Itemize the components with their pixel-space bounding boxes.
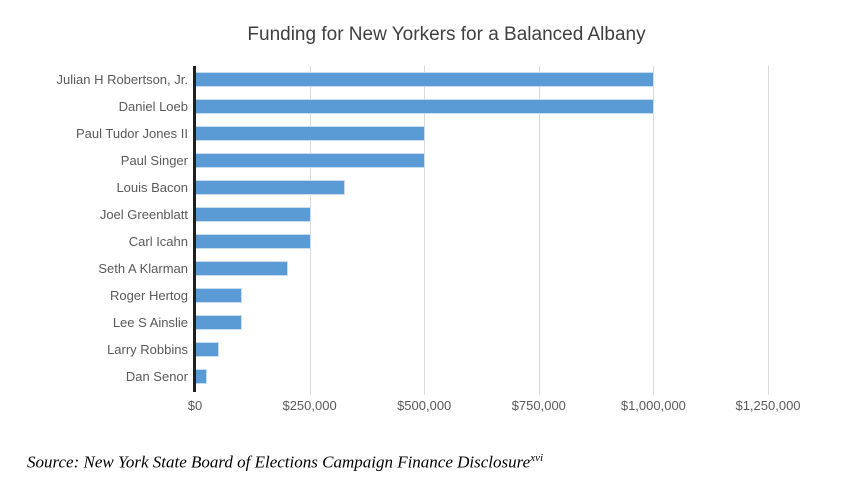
source-citation: Source: New York State Board of Election… — [27, 452, 543, 473]
bar — [195, 261, 288, 276]
bar — [195, 72, 655, 87]
value-tick-label: $250,000 — [282, 398, 337, 413]
bar — [195, 153, 426, 168]
value-tick-label: $1,000,000 — [620, 398, 686, 413]
bar — [195, 99, 655, 114]
source-text: Source: New York State Board of Election… — [27, 452, 531, 472]
category-label: Paul Singer — [120, 153, 188, 168]
gridline — [653, 66, 655, 395]
value-tick-label: $750,000 — [511, 398, 566, 413]
chart-title: Funding for New Yorkers for a Balanced A… — [247, 24, 646, 45]
bar — [195, 234, 311, 249]
gridline — [424, 66, 426, 395]
plot-area — [193, 66, 769, 395]
category-label: Daniel Loeb — [118, 99, 188, 114]
bar — [195, 180, 345, 195]
category-label: Seth A Klarman — [98, 261, 188, 276]
gridline — [538, 66, 540, 395]
category-label: Paul Tudor Jones II — [75, 126, 188, 141]
bar — [195, 342, 219, 357]
category-label: Joel Greenblatt — [99, 207, 188, 222]
bar — [195, 126, 426, 141]
bar — [195, 315, 242, 330]
gridline — [309, 66, 311, 395]
category-axis-labels: Julian H Robertson, Jr. Daniel Loeb Paul T… — [0, 66, 188, 390]
category-label: Lee S Ainslie — [112, 315, 188, 330]
value-axis-labels: $0 $250,000 $500,000 $750,000 $1,000,000 $1,2… — [188, 398, 801, 416]
value-tick-label: $1,250,000 — [735, 398, 801, 413]
category-label: Carl Icahn — [128, 234, 188, 249]
value-tick-label: $0 — [187, 398, 203, 413]
bar — [195, 369, 208, 384]
bar — [195, 288, 242, 303]
gridline — [768, 66, 769, 395]
bar — [195, 207, 311, 222]
category-label: Julian H Robertson, Jr. — [56, 72, 188, 87]
category-label: Dan Senor — [125, 369, 188, 384]
category-label: Roger Hertog — [109, 288, 188, 303]
source-superscript: xvi — [530, 452, 544, 464]
category-label: Larry Robbins — [107, 342, 188, 357]
value-tick-label: $500,000 — [397, 398, 452, 413]
category-label: Louis Bacon — [116, 180, 188, 195]
y-axis-line — [193, 66, 196, 392]
